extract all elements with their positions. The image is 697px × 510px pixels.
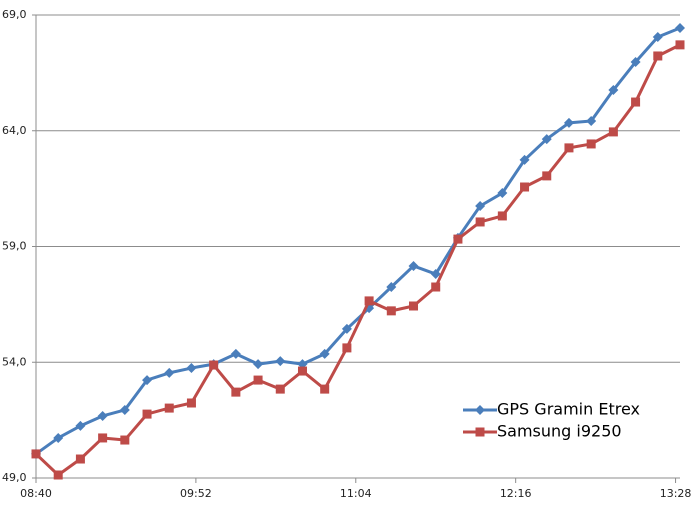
x-tick-label: 09:52 — [180, 487, 212, 500]
data-point — [386, 306, 396, 316]
data-point — [53, 470, 63, 480]
x-tick-label: 13:28 — [660, 487, 692, 500]
data-point — [497, 211, 507, 221]
y-tick-label: 54,0 — [2, 355, 27, 368]
data-point — [231, 387, 241, 397]
data-point — [320, 384, 330, 394]
data-point — [519, 154, 530, 165]
legend-marker — [475, 427, 485, 437]
data-point — [541, 134, 552, 145]
data-point — [386, 282, 397, 293]
data-point — [297, 366, 307, 376]
data-point — [431, 282, 441, 292]
data-point — [631, 97, 641, 107]
x-tick-label: 12:16 — [500, 487, 532, 500]
data-point — [675, 40, 685, 50]
data-point — [230, 348, 241, 359]
data-point — [563, 117, 574, 128]
data-point — [209, 360, 219, 370]
data-point — [97, 410, 108, 421]
x-tick-label: 08:40 — [20, 487, 52, 500]
data-point — [608, 85, 619, 96]
data-point — [53, 432, 64, 443]
data-point — [520, 182, 530, 192]
data-point — [364, 296, 374, 306]
data-point — [586, 116, 597, 127]
data-point — [564, 143, 574, 153]
data-point — [275, 384, 285, 394]
data-point — [75, 454, 85, 464]
data-point — [408, 260, 419, 271]
y-tick-label: 49,0 — [2, 471, 27, 484]
data-point — [630, 56, 641, 67]
data-point — [430, 269, 441, 280]
data-point — [652, 31, 663, 42]
data-point — [475, 200, 486, 211]
data-point — [120, 435, 130, 445]
data-point — [186, 363, 197, 374]
data-point — [586, 139, 596, 149]
data-point — [164, 403, 174, 413]
data-point — [675, 22, 685, 33]
data-point — [319, 348, 330, 359]
data-point — [497, 188, 508, 199]
data-point — [475, 217, 485, 227]
data-point — [142, 409, 152, 419]
data-point — [119, 404, 130, 415]
legend-marker — [475, 405, 485, 415]
data-point — [275, 356, 286, 367]
y-tick-label: 64,0 — [2, 124, 27, 137]
series-line — [35, 26, 681, 456]
data-point — [186, 398, 196, 408]
data-point — [342, 343, 352, 353]
data-point — [542, 171, 552, 181]
data-point — [98, 433, 108, 443]
y-tick-label: 59,0 — [2, 240, 27, 253]
data-point — [253, 359, 264, 370]
data-point — [164, 367, 175, 378]
data-point — [409, 301, 419, 311]
x-tick-label: 11:04 — [340, 487, 372, 500]
data-point — [142, 375, 153, 386]
data-point — [653, 51, 663, 61]
y-tick-label: 69,0 — [2, 8, 27, 21]
legend-label: GPS Gramin Etrex — [497, 400, 640, 419]
data-point — [31, 449, 41, 459]
data-point — [453, 234, 463, 244]
data-point — [253, 375, 263, 385]
data-point — [75, 420, 86, 431]
data-point — [608, 127, 618, 137]
data-point — [341, 323, 352, 334]
legend-label: Samsung i9250 — [497, 422, 622, 441]
